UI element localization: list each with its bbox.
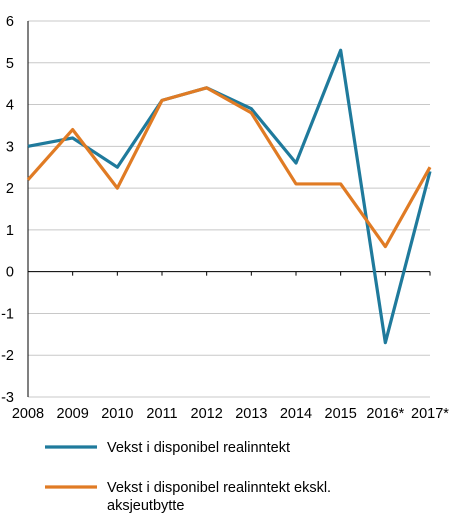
y-tick-label: 2	[6, 181, 14, 197]
series-lines	[26, 48, 432, 345]
y-tick-label: 6	[6, 14, 14, 30]
y-tick-label: 5	[6, 56, 14, 72]
x-tick-label: 2013	[235, 406, 267, 422]
x-tick-label: 2014	[280, 406, 312, 422]
x-tick-label: 2017*	[411, 406, 449, 422]
grid-lines	[28, 20, 430, 398]
x-tick-label: 2011	[146, 406, 177, 422]
y-tick-label: 3	[6, 139, 14, 155]
y-tick-label: 1	[6, 223, 14, 239]
series-line-2	[26, 86, 432, 249]
y-tick-label: 0	[6, 265, 14, 281]
y-tick-label: 4	[6, 98, 14, 114]
legend-label: Vekst i disponibel realinntekt	[107, 440, 290, 456]
x-tick-label: 2016*	[366, 406, 404, 422]
legend: Vekst i disponibel realinntekt Vekst i di…	[45, 440, 331, 514]
x-tick-label: 2015	[325, 406, 357, 422]
axes	[27, 21, 431, 397]
x-tick-label: 2012	[191, 406, 223, 422]
series-line-1	[27, 48, 432, 345]
y-tick-label: -3	[1, 390, 14, 406]
x-tick-labels: 2008 2009 2010 2011 2012 2013 2014 2015 2016* 201…	[12, 406, 449, 422]
x-tick-label: 2010	[101, 406, 133, 422]
y-tick-labels: 6 5 4 3 2 1 0 -1 -2 -3	[1, 14, 14, 406]
x-tick-label: 2009	[57, 406, 89, 422]
legend-label: Vekst i disponibel realinntekt ekskl. aks…	[107, 480, 331, 514]
x-tick-label: 2008	[12, 406, 44, 422]
y-tick-label: -2	[1, 348, 14, 364]
y-tick-label: -1	[1, 306, 14, 322]
